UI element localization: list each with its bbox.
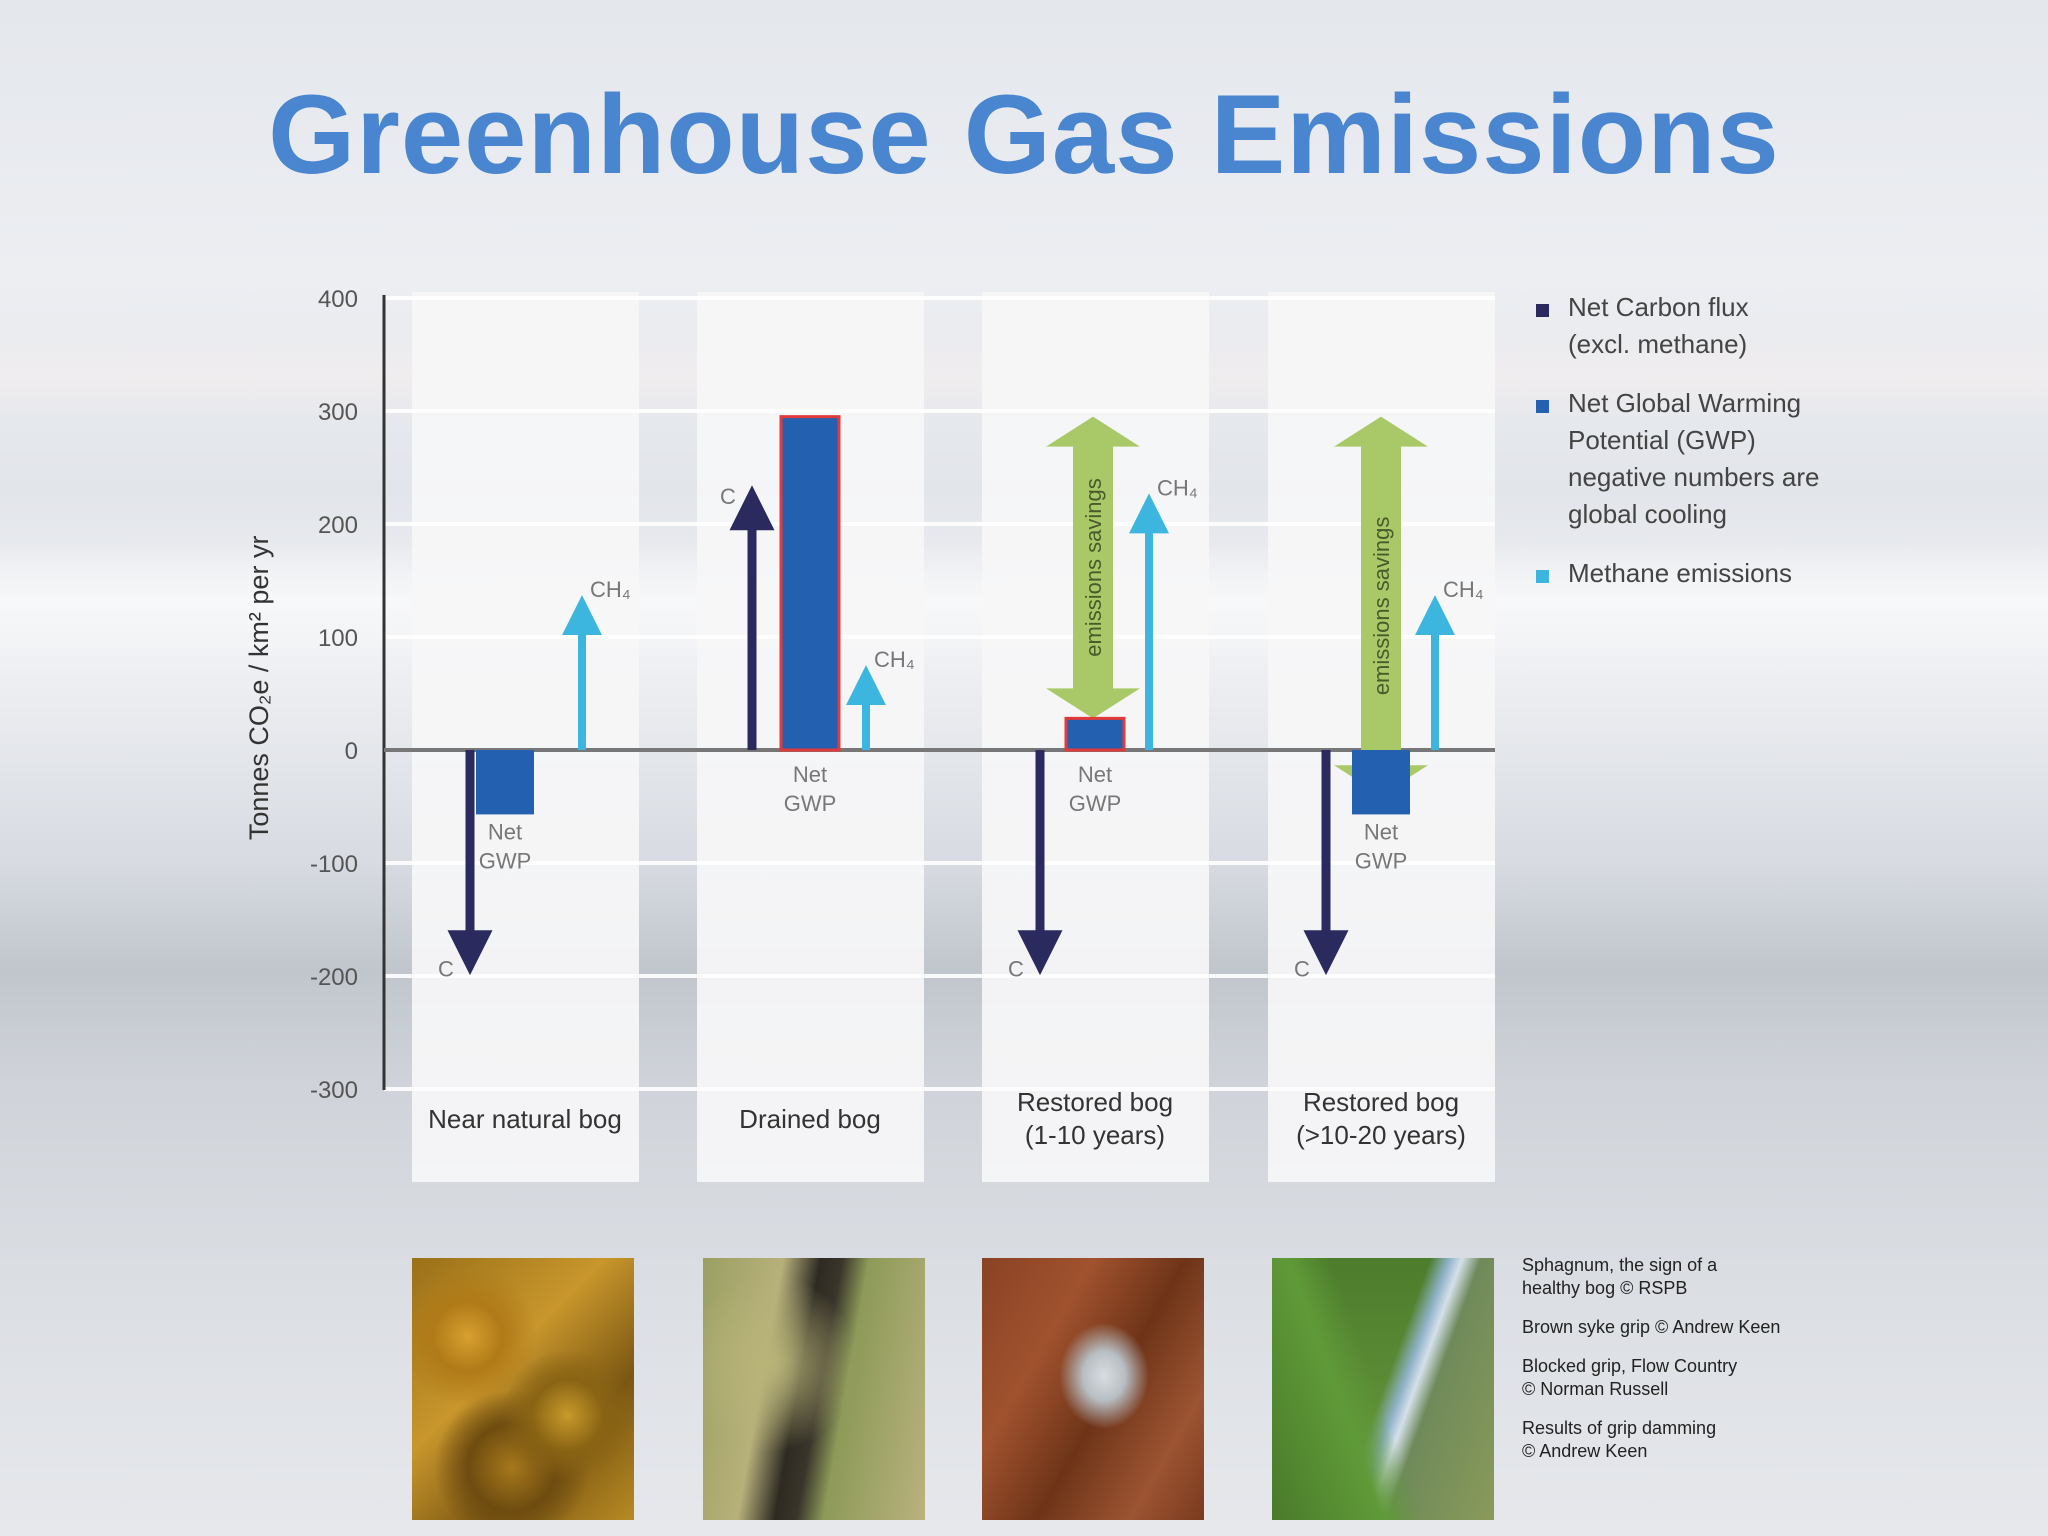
y-tick-label: 0 xyxy=(345,738,358,765)
photo-credit: Brown syke grip © Andrew Keen xyxy=(1522,1317,1781,1337)
net-gwp-bar xyxy=(1064,716,1126,752)
legend-label: Methane emissions xyxy=(1568,558,1792,588)
brown-syke-grip-photo xyxy=(703,1258,925,1520)
legend-label: Net Global Warming Potential (GWP) negativ… xyxy=(1568,388,1819,529)
photo-credit: Results of grip damming © Andrew Keen xyxy=(1522,1418,1717,1461)
legend-swatch xyxy=(1536,304,1549,317)
legend-label: Net Carbon flux (excl. methane) xyxy=(1568,292,1749,359)
carbon-flux-label: C xyxy=(1008,957,1024,982)
y-tick-label: 400 xyxy=(318,286,358,313)
net-gwp-bar xyxy=(1352,750,1410,815)
category-label: Drained bog xyxy=(739,1104,881,1134)
legend-swatch xyxy=(1536,400,1549,413)
net-gwp-label: Net GWP xyxy=(784,762,837,816)
carbon-flux-label: C xyxy=(438,957,454,982)
y-tick-label: 200 xyxy=(318,512,358,539)
net-gwp-label: Net GWP xyxy=(1069,762,1122,816)
category-panel xyxy=(412,292,639,1182)
net-gwp-label: Net GWP xyxy=(1355,819,1408,873)
y-axis-label: Tonnes CO₂e / km² per yr xyxy=(244,536,274,841)
category-label: Near natural bog xyxy=(428,1104,622,1134)
y-tick-label: -200 xyxy=(310,964,358,991)
emissions-savings-label: emissions savings xyxy=(1369,517,1394,696)
methane-label: CH₄ xyxy=(874,647,915,672)
y-tick-label: -100 xyxy=(310,851,358,878)
photo-credit: Blocked grip, Flow Country © Norman Russ… xyxy=(1522,1356,1738,1399)
net-gwp-bar xyxy=(476,750,534,815)
y-tick-label: -300 xyxy=(310,1077,358,1104)
methane-label: CH₄ xyxy=(1443,577,1484,602)
net-gwp-label: Net GWP xyxy=(479,819,532,873)
blocked-grip-photo xyxy=(982,1258,1204,1520)
category-label: Restored bog (>10-20 years) xyxy=(1296,1087,1466,1150)
carbon-flux-label: C xyxy=(1294,957,1310,982)
grip-damming-photo xyxy=(1272,1258,1494,1520)
carbon-flux-label: C xyxy=(720,484,736,509)
page-title: Greenhouse Gas Emissions xyxy=(268,72,1780,197)
emissions-savings-arrow: emissions savings xyxy=(1334,416,1428,796)
y-tick-label: 300 xyxy=(318,399,358,426)
methane-label: CH₄ xyxy=(590,577,631,602)
methane-label: CH₄ xyxy=(1157,475,1198,500)
category-label: Restored bog (1-10 years) xyxy=(1017,1087,1173,1150)
photo-credit: Sphagnum, the sign of a healthy bog © RS… xyxy=(1522,1255,1718,1298)
emissions-savings-label: emissions savings xyxy=(1081,478,1106,657)
y-tick-label: 100 xyxy=(318,625,358,652)
emissions-savings-arrow: emissions savings xyxy=(1046,416,1140,719)
legend-swatch xyxy=(1536,570,1549,583)
net-gwp-bar xyxy=(779,415,841,752)
sphagnum-moss-photo xyxy=(412,1258,634,1520)
photo-credits: Sphagnum, the sign of a healthy bog © RS… xyxy=(1522,1254,1842,1479)
